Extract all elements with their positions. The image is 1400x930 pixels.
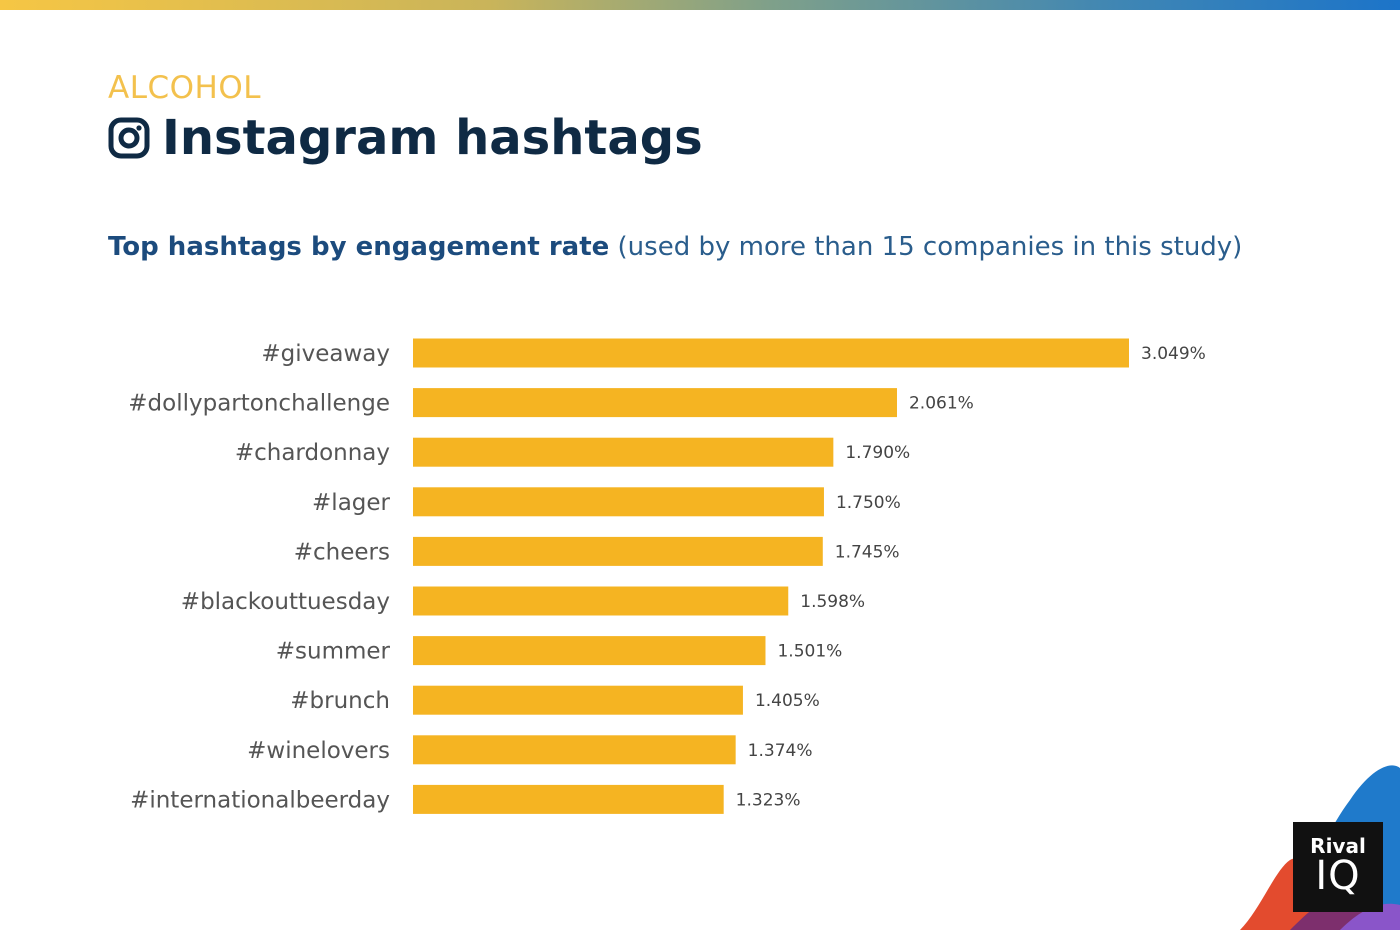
page-title: Instagram hashtags — [162, 110, 703, 166]
bar-chart: #giveaway 3.049% #dollypartonchallenge 2.06… — [128, 338, 1206, 814]
top-gradient-bar — [0, 0, 1400, 10]
category-label-9: #internationalbeerday — [130, 787, 390, 813]
value-label-9: 1.323% — [736, 790, 801, 810]
logo-line1: Rival — [1310, 834, 1366, 858]
value-label-2: 1.790% — [845, 443, 910, 463]
value-label-3: 1.750% — [836, 493, 901, 513]
category-label-5: #blackouttuesday — [181, 589, 390, 615]
title-row: Instagram hashtags — [108, 110, 703, 166]
category-label-7: #brunch — [290, 688, 390, 714]
value-label-0: 3.049% — [1141, 344, 1206, 364]
bar-2 — [413, 437, 834, 467]
category-label-3: #lager — [312, 490, 391, 516]
chart-subtitle: Top hashtags by engagement rate (used by… — [108, 232, 1242, 262]
category-label-6: #summer — [276, 639, 391, 665]
bar-4 — [413, 536, 823, 566]
category-label-8: #winelovers — [247, 738, 390, 764]
category-label-0: #giveaway — [261, 341, 390, 367]
category-label-1: #dollypartonchallenge — [128, 391, 390, 417]
category-label-4: #cheers — [294, 539, 390, 565]
subtitle-rest: (used by more than 15 companies in this … — [609, 232, 1243, 262]
logo-line2: IQ — [1315, 853, 1361, 899]
value-label-7: 1.405% — [755, 691, 820, 711]
instagram-icon — [108, 117, 150, 159]
value-label-4: 1.745% — [835, 542, 900, 562]
bar-3 — [413, 487, 824, 517]
bar-7 — [413, 685, 743, 715]
bar-1 — [413, 388, 897, 418]
bar-5 — [413, 586, 789, 616]
value-label-6: 1.501% — [777, 642, 842, 662]
category-label: ALCOHOL — [108, 70, 262, 106]
value-label-1: 2.061% — [909, 394, 974, 414]
value-label-5: 1.598% — [800, 592, 865, 612]
bar-0 — [413, 338, 1129, 368]
bar-9 — [413, 784, 724, 814]
bar-6 — [413, 636, 766, 666]
rival-iq-logo: Rival IQ — [1293, 822, 1383, 912]
subtitle-bold: Top hashtags by engagement rate — [108, 232, 610, 262]
category-label-2: #chardonnay — [235, 440, 390, 466]
value-label-8: 1.374% — [748, 741, 813, 761]
bar-8 — [413, 735, 736, 765]
